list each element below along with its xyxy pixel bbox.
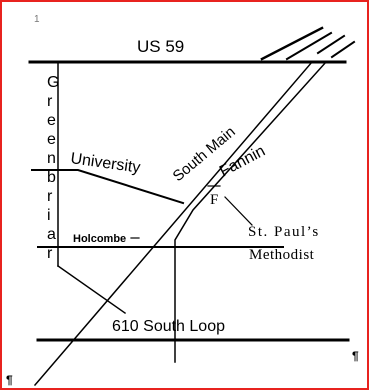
road-university	[31, 169, 185, 205]
greenbriar-letter: i	[47, 207, 51, 224]
greenbriar-letter: a	[47, 226, 56, 243]
landmark-marker: F	[210, 192, 218, 208]
pilcrow-mark-left: ¶	[6, 373, 13, 387]
label-university: University	[69, 150, 141, 177]
road-connector	[56, 264, 127, 315]
landmark-label-line1: St. Paul’s	[248, 224, 320, 240]
greenbriar-letter: b	[47, 169, 56, 186]
label-us59: US 59	[137, 37, 184, 56]
greenbriar-letter: e	[47, 112, 56, 129]
landmark-pointer	[224, 196, 253, 226]
label-fannin: Fannin	[217, 143, 268, 181]
greenbriar-letter: r	[47, 93, 53, 110]
corner-mark-top: 1	[34, 14, 40, 25]
greenbriar-letter: G	[47, 74, 59, 91]
greenbriar-letter: r	[47, 245, 53, 262]
greenbriar-letter: e	[47, 131, 56, 148]
pilcrow-mark-right: ¶	[352, 349, 359, 363]
label-holcombe: Holcombe	[73, 233, 126, 245]
road-south-main	[33, 60, 314, 387]
label-610-south-loop: 610 South Loop	[112, 318, 225, 335]
us59-ramp-lines	[260, 26, 356, 61]
greenbriar-letter: r	[47, 188, 53, 205]
greenbriar-letter: n	[47, 150, 56, 167]
landmark-label-line2: Methodist	[249, 247, 315, 263]
road-fannin	[174, 60, 328, 363]
